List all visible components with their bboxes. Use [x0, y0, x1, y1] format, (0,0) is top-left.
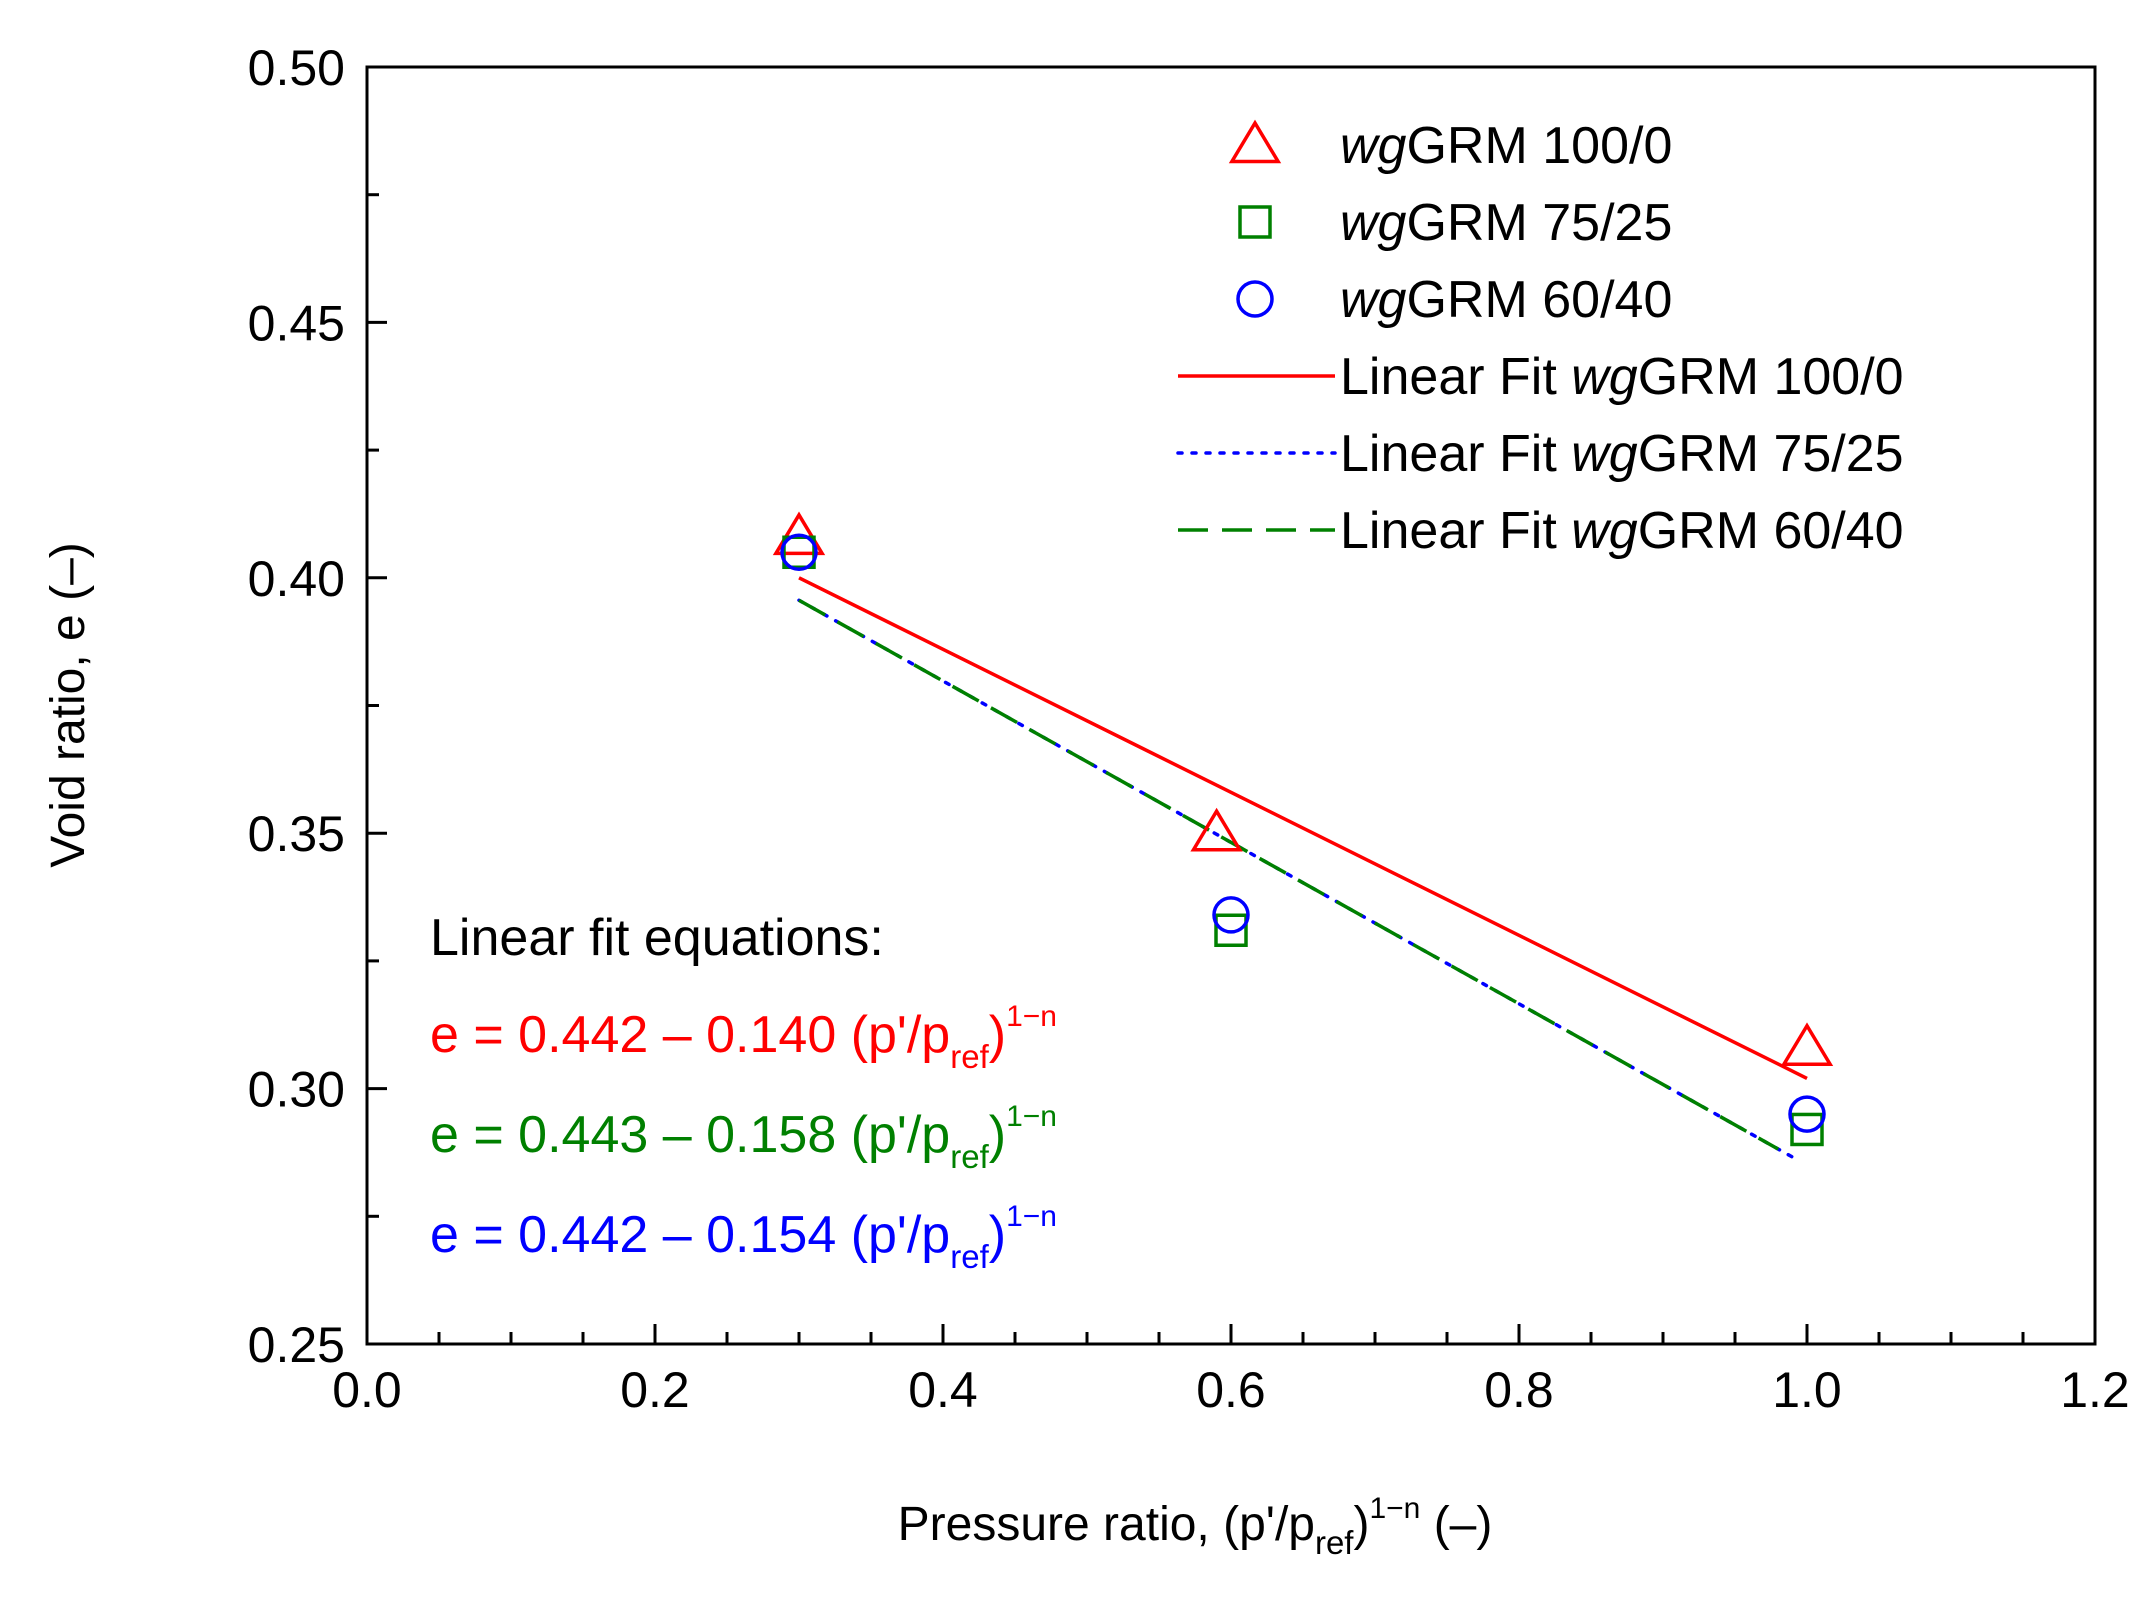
fit-equation-main: e = 0.443 – 0.158 (p'/p — [430, 1106, 950, 1164]
fit-line-solid — [798, 576, 1808, 1080]
legend-label-italic: wg — [1571, 502, 1638, 560]
fit-equation: e = 0.442 – 0.154 (p'/pref)1−n — [430, 1200, 1057, 1275]
legend-label: wgGRM 100/0 — [1340, 117, 1672, 175]
legend-label: wgGRM 60/40 — [1340, 271, 1672, 329]
y-tick-label: 0.25 — [248, 1317, 345, 1373]
legend-label-part: Linear Fit — [1340, 502, 1571, 560]
x-tick-labels: 0.0 0.2 0.4 0.6 0.8 1.0 1.2 — [332, 1362, 2130, 1418]
x-tick-label: 0.2 — [620, 1362, 690, 1418]
fit-equation-sup: 1−n — [1006, 1100, 1057, 1133]
legend-label-part: GRM 100/0 — [1406, 117, 1672, 175]
data-point-triangle — [1780, 1022, 1834, 1066]
data-point-triangle — [1190, 807, 1243, 852]
data-point-circle — [1212, 896, 1250, 934]
legend-label-italic: wg — [1340, 271, 1407, 329]
y-tick-label: 0.45 — [248, 295, 345, 351]
y-tick-label: 0.40 — [248, 551, 345, 607]
fit-equation-main: e = 0.442 – 0.140 (p'/p — [430, 1006, 950, 1064]
legend-label-italic: wg — [1571, 348, 1638, 406]
legend-label-part: GRM 75/25 — [1638, 425, 1904, 483]
legend-label: Linear Fit wgGRM 75/25 — [1340, 425, 1904, 483]
x-tick-label: 1.0 — [1772, 1362, 1842, 1418]
fit-equation-main: e = 0.442 – 0.154 (p'/p — [430, 1206, 950, 1264]
legend-label-italic: wg — [1340, 117, 1407, 175]
legend-label-part: Linear Fit — [1340, 425, 1571, 483]
data-points-layer — [772, 511, 1834, 1147]
x-tick-label: 0.0 — [332, 1362, 402, 1418]
y-tick-label: 0.30 — [248, 1062, 345, 1118]
data-point-circle — [1788, 1095, 1826, 1133]
fit-equation: e = 0.443 – 0.158 (p'/pref)1−n — [430, 1100, 1057, 1175]
x-tick-label: 0.6 — [1196, 1362, 1266, 1418]
x-axis-title: Pressure ratio, (p'/pref)1−n (–) — [898, 1492, 1493, 1561]
legend-label-part: Linear Fit — [1340, 348, 1571, 406]
y-tick-label: 0.35 — [248, 806, 345, 862]
x-tick-label: 1.2 — [2060, 1362, 2130, 1418]
legend-label-italic: wg — [1571, 425, 1638, 483]
fit-equation-sub: ref — [950, 1238, 989, 1275]
fit-equation-sub: ref — [950, 1038, 989, 1075]
fit-equation-sup: 1−n — [1006, 1200, 1057, 1233]
y-axis-title: Void ratio, e (–) — [42, 542, 95, 868]
fit-equations-heading: Linear fit equations: — [430, 909, 884, 967]
axis-ticks — [365, 65, 2097, 1346]
fit-equation-sub: ref — [950, 1138, 989, 1175]
fit-equation-sup: 1−n — [1006, 1000, 1057, 1033]
x-tick-label: 0.4 — [908, 1362, 978, 1418]
fit-equation-paren: ) — [989, 1206, 1006, 1264]
data-point-square — [1214, 913, 1248, 948]
data-point-square — [1790, 1112, 1824, 1147]
legend-marker-triangle — [1228, 119, 1282, 164]
fit-equation-paren: ) — [989, 1006, 1006, 1064]
legend-label: wgGRM 75/25 — [1340, 194, 1672, 252]
legend-label-part: GRM 75/25 — [1406, 194, 1672, 252]
x-tick-label: 0.8 — [1484, 1362, 1554, 1418]
legend-marker-circle — [1236, 280, 1274, 318]
legend-label: Linear Fit wgGRM 100/0 — [1340, 348, 1904, 406]
fit-equation: e = 0.442 – 0.140 (p'/pref)1−n — [430, 1000, 1057, 1075]
fit-line-dashed — [798, 598, 1780, 1151]
data-point-square — [782, 535, 816, 570]
fit-equation-paren: ) — [989, 1106, 1006, 1164]
legend-label: Linear Fit wgGRM 60/40 — [1340, 502, 1904, 560]
y-tick-labels: 0.25 0.30 0.35 0.40 0.45 0.50 — [248, 40, 345, 1373]
legend-label-part: GRM 100/0 — [1638, 348, 1904, 406]
fit-lines-layer — [797, 576, 1808, 1159]
legend-label-part: GRM 60/40 — [1638, 502, 1904, 560]
legend-label-italic: wg — [1340, 194, 1407, 252]
y-tick-label: 0.50 — [248, 40, 345, 96]
data-point-circle — [780, 533, 818, 572]
data-point-triangle — [772, 511, 826, 556]
fit-equations-list: e = 0.442 – 0.140 (p'/pref)1−ne = 0.443 … — [430, 1000, 1057, 1275]
legend-marker-square — [1238, 205, 1272, 239]
legend-label-part: GRM 60/40 — [1406, 271, 1672, 329]
fit-equations-annotation: Linear fit equations: e = 0.442 – 0.140 … — [430, 909, 1057, 1275]
